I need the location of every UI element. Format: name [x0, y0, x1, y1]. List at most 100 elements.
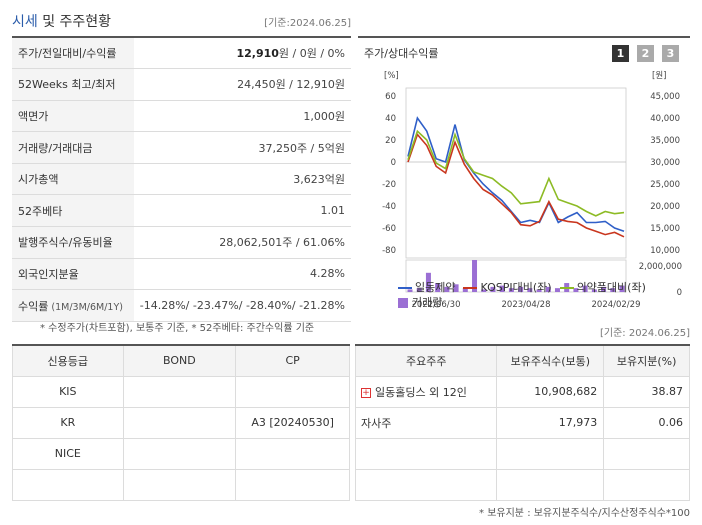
- volume-bar: [499, 285, 505, 292]
- info-value: 24,450원 / 12,910원: [133, 68, 351, 101]
- volume-bar: [481, 289, 487, 292]
- info-value-bold: 12,910: [236, 47, 279, 61]
- volume-bar: [490, 286, 496, 292]
- chart-title: 주가/상대수익률: [364, 47, 439, 60]
- legend-item: 의약품대비(좌): [559, 281, 646, 294]
- holders-row: [354, 437, 690, 470]
- volume-bar: [425, 272, 431, 292]
- volume-bar: [444, 286, 450, 292]
- x-tick-label: 2022/06/30: [412, 300, 461, 310]
- credit-cell: [122, 375, 237, 408]
- expand-plus-icon[interactable]: +: [361, 387, 371, 398]
- chart-tab-3[interactable]: 3: [662, 45, 679, 62]
- right-tick-label: 30,000: [650, 158, 680, 168]
- credit-row: KR A3 [20240530]: [12, 406, 350, 439]
- info-label: 수익률 (1M/3M/6M/1Y): [12, 289, 134, 322]
- credit-row: [12, 468, 350, 501]
- legend-item: 일동제약: [398, 281, 455, 294]
- credit-row: NICE: [12, 437, 350, 470]
- info-row: 수익률 (1M/3M/6M/1Y) -14.28%/ -23.47%/ -28.4…: [12, 289, 351, 322]
- chart-panel: 주가/상대수익률 1 2 3 [%] [원] 60 40 20 0 -20 -40 -60 -80…: [358, 36, 690, 315]
- price-info-table: 주가/전일대비/수익률 12,910원 / 0원 / 0% 52Weeks 최고/최…: [12, 36, 351, 322]
- info-label: 외국인지분율: [12, 258, 134, 291]
- credit-cell: [235, 437, 350, 470]
- volume-bar: [610, 288, 616, 292]
- volume-bar: [527, 288, 533, 292]
- left-tick-label: -80: [382, 246, 396, 256]
- holder-pct: [603, 468, 690, 501]
- volume-bar: [591, 289, 597, 292]
- info-label: 거래량/거래대금: [12, 131, 134, 164]
- x-tick-label: 2023/04/28: [502, 300, 551, 310]
- x-tick-label: 2024/02/29: [592, 300, 641, 310]
- credit-cell: KR: [12, 406, 124, 439]
- chart-tab-2[interactable]: 2: [637, 45, 654, 62]
- holder-name: [354, 468, 498, 501]
- chart-legend: 일동제약 KOSPI대비(좌) 의약품대비(좌) 거래량: [398, 280, 688, 310]
- info-value: 1,000원: [133, 100, 351, 133]
- legend-swatch: [398, 298, 408, 308]
- right-tick-label: 10,000: [650, 246, 680, 256]
- volume-bar: [601, 286, 607, 292]
- credit-cell: NICE: [12, 437, 124, 470]
- holder-pct: [603, 437, 690, 470]
- left-tick-label: -40: [382, 202, 396, 212]
- holders-header: 보유지분(%): [603, 344, 690, 377]
- info-row: 거래량/거래대금 37,250주 / 5억원: [12, 131, 351, 164]
- left-tick-label: 60: [385, 92, 396, 102]
- right-tick-label: 40,000: [650, 114, 680, 124]
- credit-cell: [235, 375, 350, 408]
- plot-frame: [405, 87, 627, 259]
- right-tick-label: 25,000: [650, 180, 680, 190]
- holders-header: 보유주식수(보통): [496, 344, 605, 377]
- volume-bar: [472, 260, 478, 292]
- info-label: 52Weeks 최고/최저: [12, 68, 134, 101]
- volume-bar: [582, 285, 588, 292]
- volume-tick-label: 2,000,000: [639, 262, 682, 272]
- credit-header: 신용등급: [12, 344, 124, 377]
- credit-cell: [12, 468, 124, 501]
- info-value: 12,910원 / 0원 / 0%: [133, 37, 351, 70]
- credit-cell: [122, 437, 237, 470]
- volume-bar: [619, 285, 625, 292]
- right-tick-label: 45,000: [650, 92, 680, 102]
- right-axis-unit: [원]: [652, 71, 666, 81]
- info-row: 주가/전일대비/수익률 12,910원 / 0원 / 0%: [12, 37, 351, 70]
- credit-rating-table: 신용등급 BOND CP KIS KR A3 [20240530] NICE: [12, 344, 350, 501]
- volume-bar: [407, 289, 413, 292]
- left-axis-unit: [%]: [384, 71, 399, 81]
- volume-tick-label: 0: [677, 288, 682, 298]
- info-row: 52Weeks 최고/최저 24,450원 / 12,910원: [12, 68, 351, 101]
- section-title: 시세 및 주주현황: [12, 14, 112, 30]
- credit-cell: A3 [20240530]: [235, 406, 350, 439]
- reference-date-2: [기준: 2024.06.25]: [599, 328, 690, 339]
- holder-pct: 0.06: [603, 406, 690, 439]
- left-tick-label: 40: [385, 114, 396, 124]
- reference-date: [기준:2024.06.25]: [264, 18, 351, 29]
- chart-tab-1[interactable]: 1: [612, 45, 629, 62]
- credit-cell: [122, 406, 237, 439]
- holder-pct: 38.87: [603, 375, 690, 408]
- left-tick-label: -60: [382, 224, 396, 234]
- major-shareholders-table: 주요주주 보유주식수(보통) 보유지분(%) + 일동홀딩스 외 12인 10,908,…: [354, 344, 690, 501]
- holder-shares: [496, 468, 605, 501]
- legend-swatch: [559, 287, 574, 289]
- volume-bar: [545, 286, 551, 292]
- legend-item: KOSPI대비(좌): [463, 281, 552, 294]
- info-label: 액면가: [12, 100, 134, 133]
- volume-bar: [573, 288, 579, 292]
- right-tick-label: 15,000: [650, 224, 680, 234]
- info-value: 28,062,501주 / 61.06%: [133, 226, 351, 259]
- series-line: [407, 129, 625, 217]
- volume-bar: [462, 288, 468, 292]
- info-value: 37,250주 / 5억원: [133, 131, 351, 164]
- holder-shares: [496, 437, 605, 470]
- holders-row: [354, 468, 690, 501]
- section-header: 시세 및 주주현황 [기준:2024.06.25]: [12, 8, 351, 34]
- credit-cell: KIS: [12, 375, 124, 408]
- info-row: 시가총액 3,623억원: [12, 163, 351, 196]
- credit-cell: [122, 468, 237, 501]
- holders-row: + 일동홀딩스 외 12인 10,908,682 38.87: [354, 375, 690, 408]
- info-label: 시가총액: [12, 163, 134, 196]
- info-value: -14.28%/ -23.47%/ -28.40%/ -21.28%: [133, 289, 351, 322]
